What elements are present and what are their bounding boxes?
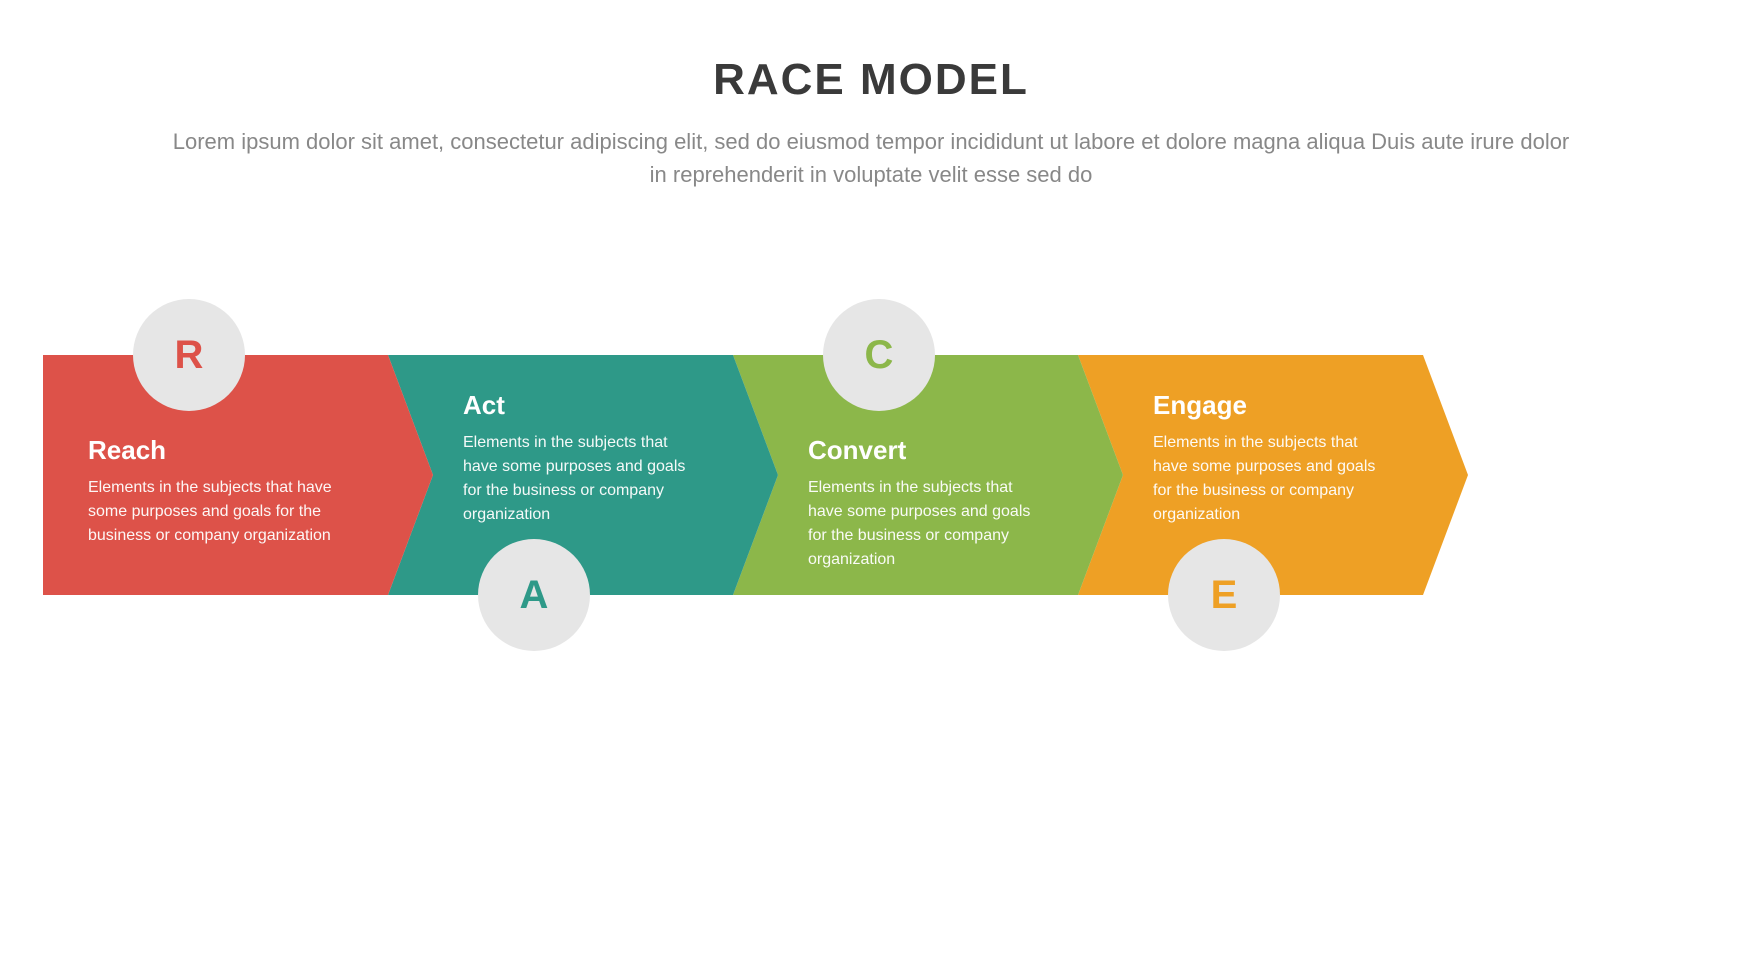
page-subtitle: Lorem ipsum dolor sit amet, consectetur …	[171, 125, 1571, 191]
step-content-c: Convert Elements in the subjects that hav…	[733, 435, 1033, 572]
badge-e: E	[1168, 539, 1280, 651]
step-title: Engage	[1153, 390, 1378, 421]
badge-r: R	[133, 299, 245, 411]
step-content-e: Engage Elements in the subjects that have…	[1078, 390, 1378, 527]
badge-c: C	[823, 299, 935, 411]
step-content-r: Reach Elements in the subjects that have …	[43, 435, 343, 548]
step-title: Convert	[808, 435, 1033, 466]
step-description: Elements in the subjects that have some …	[463, 431, 688, 527]
step-title: Act	[463, 390, 688, 421]
step-content-a: Act Elements in the subjects that have so…	[388, 390, 688, 527]
step-description: Elements in the subjects that have some …	[808, 476, 1033, 572]
header: RACE MODEL Lorem ipsum dolor sit amet, c…	[0, 0, 1742, 191]
race-diagram: Reach Elements in the subjects that have …	[43, 355, 1443, 595]
badge-a: A	[478, 539, 590, 651]
page-title: RACE MODEL	[0, 55, 1742, 105]
step-title: Reach	[88, 435, 343, 466]
step-description: Elements in the subjects that have some …	[88, 476, 343, 548]
step-description: Elements in the subjects that have some …	[1153, 431, 1378, 527]
